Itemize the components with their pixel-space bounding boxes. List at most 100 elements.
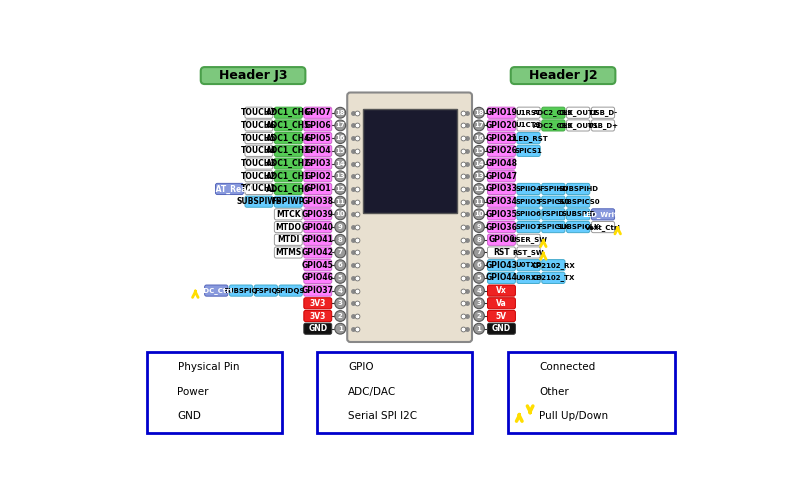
Text: GPIO44: GPIO44 bbox=[486, 273, 518, 282]
Text: ADC/DAC: ADC/DAC bbox=[348, 387, 396, 397]
Text: CLK_OUT1: CLK_OUT1 bbox=[558, 122, 598, 129]
Text: SUBSPICLK: SUBSPICLK bbox=[557, 224, 600, 230]
Text: SUBSPID: SUBSPID bbox=[561, 211, 595, 217]
Text: ADC2_CH9: ADC2_CH9 bbox=[534, 109, 574, 116]
FancyBboxPatch shape bbox=[509, 352, 675, 433]
FancyBboxPatch shape bbox=[517, 247, 540, 258]
Circle shape bbox=[474, 133, 485, 144]
Circle shape bbox=[335, 158, 346, 169]
Text: Power: Power bbox=[178, 387, 209, 397]
Text: GPIO: GPIO bbox=[348, 362, 374, 372]
Text: GPIO5: GPIO5 bbox=[305, 134, 331, 143]
Text: Connected: Connected bbox=[539, 362, 596, 372]
FancyBboxPatch shape bbox=[279, 285, 302, 296]
Text: USER_SW: USER_SW bbox=[510, 236, 547, 243]
FancyBboxPatch shape bbox=[591, 209, 614, 220]
Circle shape bbox=[335, 222, 346, 233]
FancyBboxPatch shape bbox=[517, 120, 540, 131]
FancyBboxPatch shape bbox=[517, 221, 540, 233]
Circle shape bbox=[474, 247, 485, 258]
Text: Vx: Vx bbox=[496, 286, 507, 295]
FancyBboxPatch shape bbox=[487, 158, 515, 169]
FancyBboxPatch shape bbox=[304, 196, 332, 207]
Circle shape bbox=[335, 209, 346, 220]
Text: GPIO47: GPIO47 bbox=[486, 172, 518, 181]
FancyBboxPatch shape bbox=[304, 285, 332, 296]
Text: ADC_Ctrl: ADC_Ctrl bbox=[199, 287, 234, 294]
FancyBboxPatch shape bbox=[274, 145, 302, 156]
Text: GPIO7: GPIO7 bbox=[304, 108, 331, 117]
Text: RST: RST bbox=[493, 248, 510, 257]
Text: GND: GND bbox=[308, 324, 327, 333]
FancyBboxPatch shape bbox=[274, 171, 302, 182]
Text: Physical Pin: Physical Pin bbox=[178, 362, 239, 372]
Circle shape bbox=[474, 260, 485, 271]
Circle shape bbox=[335, 247, 346, 258]
Text: GPIO45: GPIO45 bbox=[302, 261, 334, 270]
Text: GPIO33: GPIO33 bbox=[486, 185, 518, 194]
FancyBboxPatch shape bbox=[274, 183, 302, 195]
Circle shape bbox=[326, 384, 342, 400]
Text: Vext_Ctrl: Vext_Ctrl bbox=[585, 224, 621, 231]
FancyBboxPatch shape bbox=[245, 145, 273, 156]
Text: 4: 4 bbox=[338, 288, 342, 294]
Text: 3: 3 bbox=[338, 300, 342, 306]
Text: GPIO3: GPIO3 bbox=[305, 159, 331, 168]
Circle shape bbox=[335, 196, 346, 207]
FancyBboxPatch shape bbox=[487, 221, 515, 233]
Circle shape bbox=[474, 146, 485, 156]
Text: 8: 8 bbox=[338, 237, 342, 243]
Circle shape bbox=[326, 359, 342, 376]
Text: FSPIQ: FSPIQ bbox=[254, 288, 278, 294]
FancyBboxPatch shape bbox=[245, 120, 273, 131]
Text: 5: 5 bbox=[338, 275, 342, 281]
FancyBboxPatch shape bbox=[304, 171, 332, 182]
Text: GPIO34: GPIO34 bbox=[486, 197, 518, 206]
Text: Serial SPI I2C: Serial SPI I2C bbox=[348, 411, 417, 421]
Text: GPIO39: GPIO39 bbox=[302, 210, 334, 219]
Text: 16: 16 bbox=[335, 135, 345, 141]
Text: TOUCH3: TOUCH3 bbox=[241, 159, 277, 168]
FancyBboxPatch shape bbox=[274, 247, 302, 258]
FancyBboxPatch shape bbox=[304, 272, 332, 284]
Text: FSPIWP: FSPIWP bbox=[272, 197, 305, 206]
FancyBboxPatch shape bbox=[487, 183, 515, 195]
FancyBboxPatch shape bbox=[487, 272, 515, 284]
FancyBboxPatch shape bbox=[517, 234, 540, 246]
Text: 12: 12 bbox=[335, 186, 345, 192]
Text: 16: 16 bbox=[474, 135, 484, 141]
Text: SPIIO4: SPIIO4 bbox=[515, 186, 542, 192]
FancyBboxPatch shape bbox=[304, 183, 332, 195]
FancyBboxPatch shape bbox=[304, 158, 332, 169]
Text: GPIO19: GPIO19 bbox=[486, 108, 518, 117]
FancyBboxPatch shape bbox=[304, 133, 332, 144]
Text: 18: 18 bbox=[335, 110, 345, 116]
FancyBboxPatch shape bbox=[542, 183, 565, 195]
Text: ADC1_CH6: ADC1_CH6 bbox=[266, 108, 310, 117]
Circle shape bbox=[155, 407, 172, 424]
FancyBboxPatch shape bbox=[510, 67, 615, 84]
Text: TOUCH6: TOUCH6 bbox=[241, 121, 277, 130]
Text: 5: 5 bbox=[477, 275, 482, 281]
FancyBboxPatch shape bbox=[517, 145, 540, 156]
FancyBboxPatch shape bbox=[205, 285, 228, 296]
Text: ADC1_CH4: ADC1_CH4 bbox=[266, 134, 310, 143]
Text: LED_Write: LED_Write bbox=[583, 211, 623, 218]
FancyBboxPatch shape bbox=[245, 133, 273, 144]
Text: 7: 7 bbox=[338, 249, 342, 255]
Circle shape bbox=[335, 285, 346, 296]
Text: 15: 15 bbox=[335, 148, 345, 154]
FancyBboxPatch shape bbox=[487, 285, 515, 296]
FancyBboxPatch shape bbox=[274, 209, 302, 220]
FancyBboxPatch shape bbox=[487, 120, 515, 131]
FancyBboxPatch shape bbox=[347, 93, 472, 342]
FancyBboxPatch shape bbox=[274, 158, 302, 169]
FancyBboxPatch shape bbox=[487, 234, 515, 246]
Text: GPIO42: GPIO42 bbox=[302, 248, 334, 257]
Circle shape bbox=[474, 323, 485, 334]
Text: RST_SW: RST_SW bbox=[513, 249, 544, 256]
FancyBboxPatch shape bbox=[487, 259, 515, 271]
Text: U1RST: U1RST bbox=[516, 110, 542, 116]
FancyBboxPatch shape bbox=[542, 120, 565, 131]
Text: TOUCH2: TOUCH2 bbox=[241, 172, 277, 181]
